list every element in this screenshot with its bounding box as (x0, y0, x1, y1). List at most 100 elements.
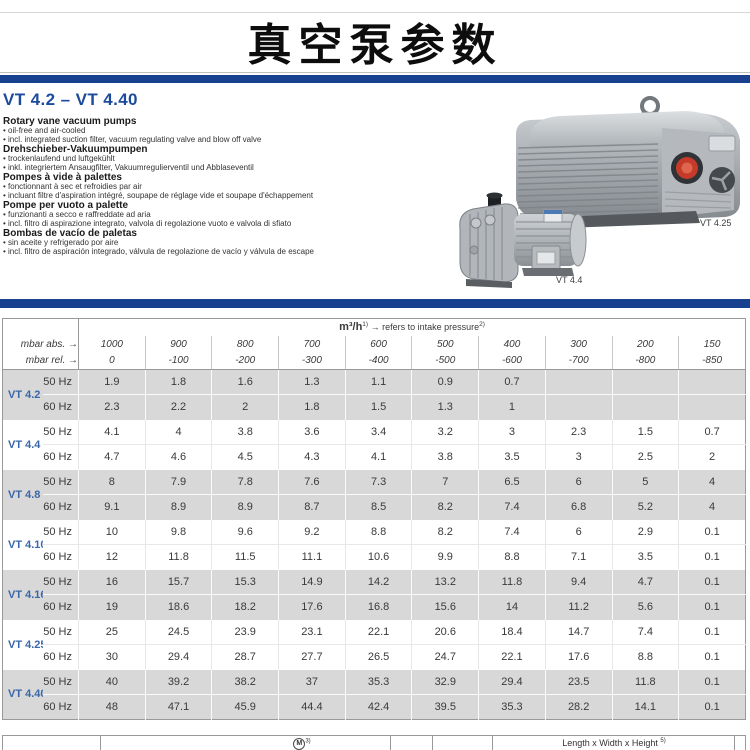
desc-heading-italian: Pompe per vuoto a palette (3, 200, 129, 211)
desc-bullet: sin aceite y refrigerado por aire (3, 238, 473, 248)
flow-value: 0.1 (678, 519, 746, 545)
flow-value: 18.2 (211, 594, 279, 620)
flow-value (611, 369, 679, 395)
flow-value: 0.1 (678, 669, 746, 695)
flow-value: 2.9 (611, 519, 679, 545)
row-mbar-rel: mbar rel. → 0 -100 -200 -300 -400 -500 -600 -70… (2, 352, 746, 370)
flow-value: 39.5 (411, 694, 479, 720)
flow-value: 10 (78, 519, 146, 545)
table-row: VT 4.1050 Hz 109.89.69.28.88.27.462.90.1 (3, 519, 746, 551)
flow-value: 7.3 (344, 469, 412, 495)
flow-value: 11.1 (278, 544, 346, 570)
mbar-abs-label: mbar abs. → (2, 335, 79, 353)
row-mbar-abs: mbar abs. → 1000 900 800 700 600 500 400 300 200… (2, 335, 746, 353)
model-group: VT 4.4 50 Hz 4.1 4 3.8 3.6 3.4 3.2 3 2.3 1.5 0.7 60 … (3, 419, 746, 470)
flow-value: 6.8 (544, 494, 612, 520)
flow-value: 0.1 (678, 544, 746, 570)
flow-value: 27.7 (278, 644, 346, 670)
flow-value: 14 (478, 594, 546, 620)
flow-value: 23.1 (278, 619, 346, 645)
flow-value: 2.3 (78, 394, 146, 420)
flow-value: 3 (478, 419, 546, 445)
pump-label-vt44: VT 4.4 (556, 275, 583, 285)
lang-group-spanish: Bombas de vacío de paletas sin aceite y … (3, 229, 473, 256)
flow-value: 7.4 (478, 519, 546, 545)
flow-value: 4 (678, 469, 746, 495)
table-row: VT 4.8 50 Hz 8 7.9 7.8 7.6 7.3 7 6.5 6 5 4 (2, 469, 746, 520)
flow-value: 17.6 (544, 644, 612, 670)
frequency-label: 60 Hz (42, 444, 79, 470)
flow-value: 28.7 (211, 644, 279, 670)
page-title: 真空泵参数 (247, 21, 503, 70)
flow-value (678, 369, 746, 395)
pressure-abs-value: 200 (611, 335, 679, 353)
flow-value: 39.2 (144, 669, 212, 695)
flow-value: 4.5 (211, 444, 279, 470)
flow-value: 3.5 (611, 544, 679, 570)
flow-value: 4.1 (78, 419, 146, 445)
flow-value: 8.2 (411, 494, 479, 520)
flow-value: 38.2 (211, 669, 279, 695)
title-rule (0, 72, 750, 73)
flow-value: 3.5 (478, 444, 546, 470)
lang-group-english: Rotary vane vacuum pumps oil-free and ai… (3, 117, 473, 144)
flow-value: 9.8 (144, 519, 212, 545)
flow-value: 2 (678, 444, 746, 470)
desc-bullet: fonctionnant à sec et refroidies par air (3, 182, 473, 192)
dimensions-label: Length x Width x Height (562, 738, 658, 748)
table-row: VT 4.4 50 Hz 4.1 4 3.8 3.6 3.4 3.2 3 2.3 1.5 0.7 (3, 419, 746, 451)
flow-value: 35.3 (478, 694, 546, 720)
flow-value: 8.8 (478, 544, 546, 570)
pump-label-vt425: VT 4.25 (700, 218, 732, 228)
pressure-abs-value: 1000 (100, 338, 123, 350)
flow-value: 7.8 (211, 469, 279, 495)
flow-value: 6 (544, 519, 612, 545)
unit-note: → refers to intake pressure (370, 322, 480, 333)
flow-value: 18.4 (478, 619, 546, 645)
flow-value: 44.4 (278, 694, 346, 720)
table-row: 60 Hz 48 47.1 45.9 44.4 42.4 39.5 35.3 28.2 14.1 0… (3, 694, 746, 720)
frequency-label: 60 Hz (42, 544, 79, 570)
flow-value: 5.2 (611, 494, 679, 520)
pressure-rel-value: 0 (78, 352, 146, 370)
flow-value: 9.6 (211, 519, 279, 545)
flow-value: 6 (544, 469, 612, 495)
flow-value: 30 (78, 644, 146, 670)
flow-value: 3.6 (278, 419, 346, 445)
model-group: VT 4.8 50 Hz 8 7.9 7.8 7.6 7.3 7 6.5 6 5 4 60 Hz 9.1 8… (2, 469, 746, 520)
flow-value: 19 (78, 594, 146, 620)
footnote-mark: 1) (362, 321, 369, 329)
frequency-label: 60 Hz (42, 594, 79, 620)
flow-value: 9.1 (78, 494, 146, 520)
desc-heading-spanish: Bombas de vacío de paletas (3, 228, 137, 239)
flow-value: 3.4 (344, 419, 412, 445)
flow-value: 18.6 (144, 594, 212, 620)
flow-value: 22.1 (344, 619, 412, 645)
lang-group-italian: Pompe per vuoto a palette funzionanti a … (3, 201, 473, 228)
flow-value (544, 369, 612, 395)
flow-value: 4.3 (278, 444, 346, 470)
flow-value: 0.1 (678, 619, 746, 645)
flow-value: 7 (411, 469, 479, 495)
blue-divider-table (0, 299, 750, 308)
footnote-mark: 2) (479, 321, 485, 329)
pressure-rel-value: -200 (211, 352, 279, 370)
corner-cell (2, 318, 79, 336)
flow-value: 14.7 (544, 619, 612, 645)
flow-value: 26.5 (344, 644, 412, 670)
flow-value: 6.5 (478, 469, 546, 495)
flow-value: 3.8 (411, 444, 479, 470)
flow-value: 1.8 (278, 394, 346, 420)
flow-value: 42.4 (344, 694, 412, 720)
model-group: VT 4.2 50 Hz 1.9 1.8 1.6 1.3 1.1 0.9 0.7 60 Hz 2.3… (2, 369, 746, 420)
pressure-abs-value: 500 (411, 335, 479, 353)
flow-value: 40 (78, 669, 146, 695)
desc-bullet: incl. filtro de aspiración integrado, vá… (3, 247, 473, 257)
table-row: VT 4.2 50 Hz 1.9 1.8 1.6 1.3 1.1 0.9 0.7 (2, 369, 746, 420)
flow-value: 0.1 (678, 644, 746, 670)
flow-value: 32.9 (411, 669, 479, 695)
flow-value (678, 394, 746, 420)
model-label: VT 4.25 (8, 638, 43, 651)
flow-value: 7.4 (478, 494, 546, 520)
